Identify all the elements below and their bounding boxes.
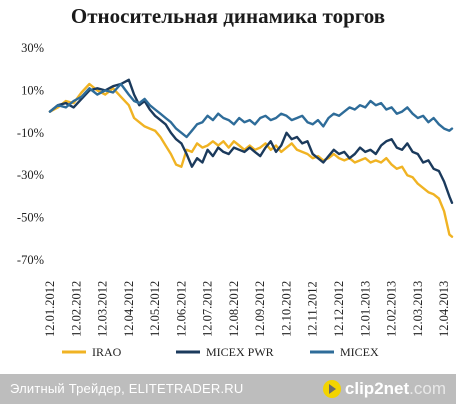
x-tick-label: 12.10.2012 [279, 281, 293, 337]
brand-domain: .com [409, 379, 446, 398]
footer-caption: Элитный Трейдер, ELITETRADER.RU [10, 381, 244, 396]
x-tick-label: 12.08.2012 [227, 281, 241, 337]
x-tick-label: 12.09.2012 [253, 281, 267, 337]
legend: IRAO MICEX PWR MICEX [62, 345, 379, 359]
series-line [48, 82, 454, 139]
y-tick-label: -10% [17, 126, 44, 140]
legend-label: MICEX PWR [206, 345, 274, 359]
series-lines [48, 78, 454, 238]
footer-bar: Элитный Трейдер, ELITETRADER.RU clip2net… [0, 374, 456, 404]
x-tick-label: 12.03.2012 [96, 281, 110, 337]
series-line [48, 82, 454, 238]
chart: Относительная динамика торгов 30% 10% -10%… [17, 4, 454, 359]
y-tick-label: -30% [17, 168, 44, 182]
x-tick-label: 12.04.2013 [437, 281, 451, 337]
x-tick-label: 12.11.2012 [306, 281, 320, 337]
chart-title: Относительная динамика торгов [71, 4, 385, 28]
x-tick-label: 12.01.2012 [43, 281, 57, 337]
x-tick-label: 12.07.2012 [201, 281, 215, 337]
y-tick-label: 10% [21, 83, 44, 97]
legend-label: MICEX [340, 345, 379, 359]
x-axis: 12.01.2012 12.02.2012 12.03.2012 12.04.2012… [43, 281, 451, 337]
brand-name: clip2net [344, 379, 410, 398]
series-line [48, 78, 454, 204]
x-tick-label: 12.04.2012 [122, 281, 136, 337]
brand-logo[interactable]: clip2net.com [322, 378, 446, 400]
y-tick-label: 30% [21, 41, 44, 55]
x-tick-label: 12.02.2013 [385, 281, 399, 337]
x-tick-label: 12.05.2012 [148, 281, 162, 337]
x-tick-label: 12.03.2013 [411, 281, 425, 337]
y-tick-label: -70% [17, 253, 44, 267]
x-tick-label: 12.12.2012 [332, 281, 346, 337]
x-tick-label: 12.01.2013 [358, 281, 372, 337]
y-axis: 30% 10% -10% -30% -50% -70% [17, 41, 44, 267]
x-tick-label: 12.06.2012 [174, 281, 188, 337]
legend-label: IRAO [92, 345, 122, 359]
y-tick-label: -50% [17, 211, 44, 225]
play-icon [322, 380, 341, 398]
x-tick-label: 12.02.2012 [69, 281, 83, 337]
